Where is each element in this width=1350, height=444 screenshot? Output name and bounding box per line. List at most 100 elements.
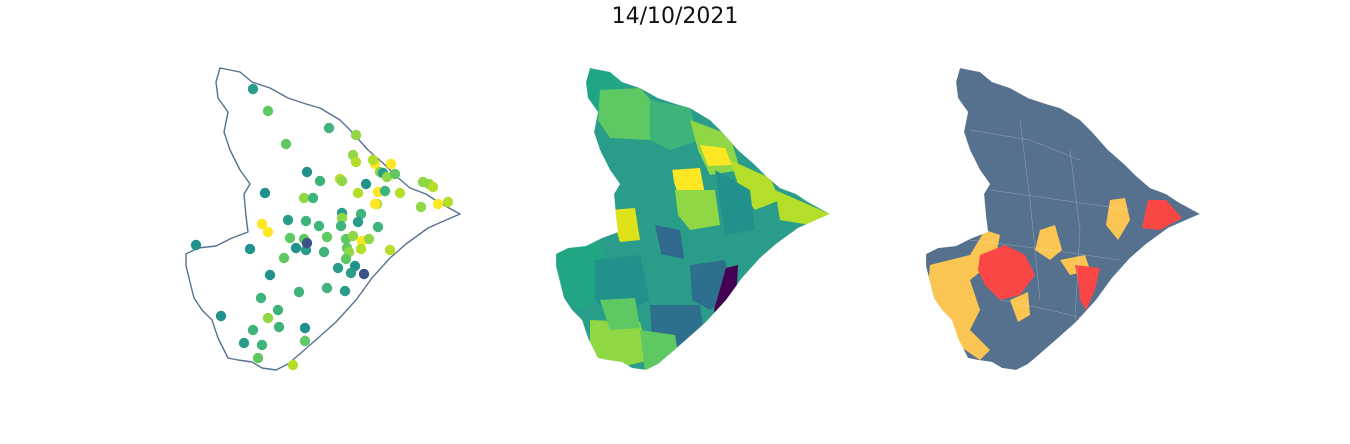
region-north-3 xyxy=(650,100,700,150)
station-point xyxy=(307,192,319,204)
station-point xyxy=(318,246,330,258)
station-point xyxy=(385,158,397,170)
station-point xyxy=(293,286,305,298)
region-mid-2 xyxy=(675,190,720,230)
station-point xyxy=(190,239,202,251)
station-point xyxy=(247,324,259,336)
station-point xyxy=(301,166,313,178)
station-point xyxy=(300,215,312,227)
station-point xyxy=(394,187,406,199)
station-point xyxy=(363,233,375,245)
station-point xyxy=(379,185,391,197)
station-point xyxy=(299,322,311,334)
region-north-2 xyxy=(598,88,660,140)
station-point xyxy=(350,129,362,141)
station-point xyxy=(417,176,429,188)
station-point xyxy=(256,339,268,351)
alert-region-west xyxy=(978,245,1035,300)
station-point xyxy=(372,221,384,233)
station-point xyxy=(381,171,393,183)
region-mid-1 xyxy=(615,150,675,200)
classification-regions xyxy=(926,68,1200,370)
station-point xyxy=(247,83,259,95)
station-point xyxy=(352,187,364,199)
station-point xyxy=(367,154,379,166)
station-point xyxy=(256,218,268,230)
station-point xyxy=(355,208,367,220)
station-point xyxy=(272,304,284,316)
station-point xyxy=(442,196,454,208)
station-point xyxy=(252,352,264,364)
region-ne-2 xyxy=(730,160,780,210)
choropleth-regions xyxy=(556,68,830,370)
warning-region-ne xyxy=(1106,198,1130,240)
municipality-lines xyxy=(969,119,1131,321)
region-ne-yellow xyxy=(700,145,732,166)
state-outline xyxy=(185,67,461,371)
station-point xyxy=(314,175,326,187)
station-point xyxy=(290,242,302,254)
station-points-map xyxy=(170,60,470,390)
station-point xyxy=(369,198,381,210)
classification-svg xyxy=(925,67,1201,371)
station-point xyxy=(339,285,351,297)
station-point xyxy=(347,230,359,242)
station-point xyxy=(255,292,267,304)
station-points xyxy=(190,83,454,371)
station-point xyxy=(336,212,348,224)
warning-region-south xyxy=(1010,292,1030,322)
station-point xyxy=(350,156,362,168)
municipality-choropleth-map xyxy=(540,60,840,390)
station-point xyxy=(262,312,274,324)
station-point xyxy=(301,237,313,249)
station-point xyxy=(340,253,352,265)
region-south-green xyxy=(600,298,640,330)
station-point xyxy=(355,243,367,255)
station-point xyxy=(238,337,250,349)
station-point xyxy=(298,192,310,204)
station-points-svg xyxy=(185,67,461,371)
region-south-2 xyxy=(590,320,650,370)
classification-border xyxy=(925,67,1201,371)
station-point xyxy=(323,122,335,134)
station-point xyxy=(259,187,271,199)
station-point xyxy=(284,232,296,244)
station-point xyxy=(415,201,427,213)
station-point xyxy=(432,198,444,210)
station-point xyxy=(389,168,401,180)
station-point xyxy=(427,181,439,193)
choropleth-border xyxy=(555,67,831,371)
station-point xyxy=(287,359,299,371)
station-point xyxy=(345,267,357,279)
station-point xyxy=(313,220,325,232)
station-point xyxy=(360,178,372,190)
alert-region-coast xyxy=(1075,265,1100,310)
choropleth-svg xyxy=(555,67,831,371)
station-point xyxy=(282,214,294,226)
station-point xyxy=(352,216,364,228)
station-point xyxy=(336,175,348,187)
station-point xyxy=(215,310,227,322)
station-point xyxy=(262,226,274,238)
station-point xyxy=(321,231,333,243)
region-coast-east xyxy=(775,190,830,225)
station-point xyxy=(335,220,347,232)
region-center-1 xyxy=(640,250,690,305)
station-point xyxy=(299,335,311,347)
station-point xyxy=(358,268,370,280)
alert-classification-map xyxy=(910,60,1210,390)
region-south-3 xyxy=(640,330,680,370)
station-point xyxy=(280,138,292,150)
figure-title: 14/10/2021 xyxy=(611,4,739,29)
region-west-yellow xyxy=(610,208,640,242)
station-point xyxy=(332,262,344,274)
station-point xyxy=(262,105,274,117)
station-point xyxy=(278,252,290,264)
station-point xyxy=(273,321,285,333)
station-point xyxy=(384,244,396,256)
region-mid-3 xyxy=(715,170,755,235)
alert-region-ne xyxy=(1142,200,1182,230)
station-point xyxy=(244,243,256,255)
station-point xyxy=(321,282,333,294)
warning-region-center xyxy=(1035,225,1062,260)
